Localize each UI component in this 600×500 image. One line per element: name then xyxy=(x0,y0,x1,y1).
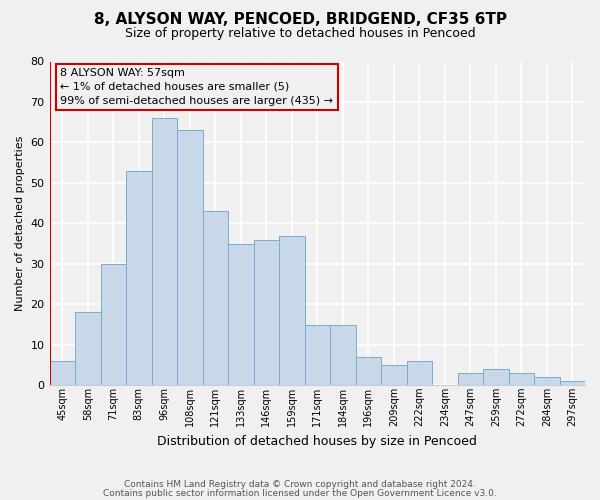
Bar xyxy=(279,236,305,386)
Bar xyxy=(177,130,203,386)
Bar xyxy=(407,361,432,386)
Bar xyxy=(203,211,228,386)
Bar xyxy=(228,244,254,386)
Bar xyxy=(560,381,585,386)
Bar xyxy=(509,373,534,386)
Bar xyxy=(483,369,509,386)
Bar xyxy=(305,324,330,386)
Bar xyxy=(254,240,279,386)
Bar xyxy=(356,357,381,386)
Text: 8 ALYSON WAY: 57sqm
← 1% of detached houses are smaller (5)
99% of semi-detached: 8 ALYSON WAY: 57sqm ← 1% of detached hou… xyxy=(60,68,333,106)
Text: Size of property relative to detached houses in Pencoed: Size of property relative to detached ho… xyxy=(125,28,475,40)
Text: Contains HM Land Registry data © Crown copyright and database right 2024.: Contains HM Land Registry data © Crown c… xyxy=(124,480,476,489)
Text: Contains public sector information licensed under the Open Government Licence v3: Contains public sector information licen… xyxy=(103,489,497,498)
Bar xyxy=(126,171,152,386)
Bar xyxy=(75,312,101,386)
Bar xyxy=(381,365,407,386)
Bar xyxy=(534,377,560,386)
Bar xyxy=(330,324,356,386)
X-axis label: Distribution of detached houses by size in Pencoed: Distribution of detached houses by size … xyxy=(157,434,477,448)
Bar xyxy=(50,361,75,386)
Bar xyxy=(152,118,177,386)
Text: 8, ALYSON WAY, PENCOED, BRIDGEND, CF35 6TP: 8, ALYSON WAY, PENCOED, BRIDGEND, CF35 6… xyxy=(94,12,506,28)
Y-axis label: Number of detached properties: Number of detached properties xyxy=(15,136,25,311)
Bar xyxy=(101,264,126,386)
Bar xyxy=(458,373,483,386)
